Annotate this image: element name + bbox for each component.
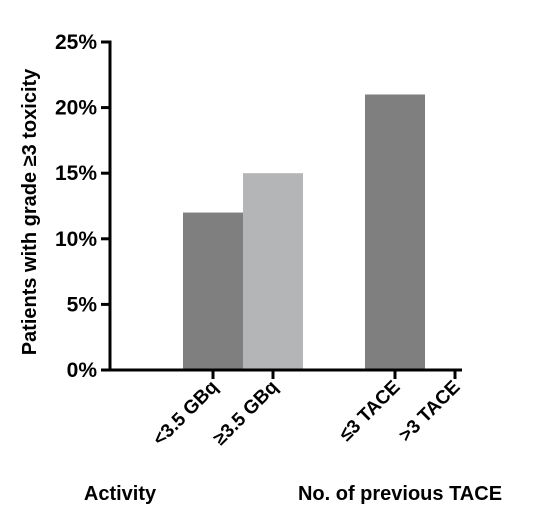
group-label: No. of previous TACE xyxy=(298,483,502,505)
y-tick-label: 5% xyxy=(67,293,98,316)
y-tick-label: 25% xyxy=(55,31,97,54)
y-tick-label: 10% xyxy=(55,228,97,251)
bar-1-0 xyxy=(365,94,425,370)
x-category-label: ≤3 TACE xyxy=(336,377,405,446)
bars-layer xyxy=(183,94,425,370)
bar-0-1 xyxy=(243,173,303,370)
y-tick-label: 0% xyxy=(67,359,98,382)
bar-0-0 xyxy=(183,212,243,370)
axes-layer xyxy=(101,40,462,379)
x-category-label: <3.5 GBq xyxy=(149,377,222,450)
y-tick-label: 15% xyxy=(55,162,97,185)
y-tick-label: 20% xyxy=(55,97,97,120)
group-label: Activity xyxy=(84,483,157,505)
y-axis-label: Patients with grade ≥3 toxicity xyxy=(19,68,41,355)
x-category-label: >3 TACE xyxy=(395,377,464,446)
x-category-label: ≥3.5 GBq xyxy=(210,377,283,450)
